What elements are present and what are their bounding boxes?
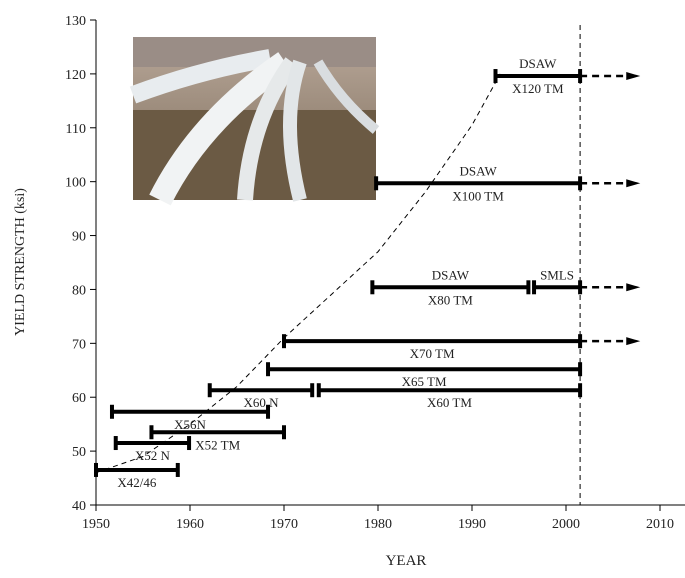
y-tick-label: 110: [66, 122, 86, 137]
bar-label: X65 TM: [402, 374, 447, 389]
x-tick-label: 1990: [458, 517, 486, 532]
y-tick-label: 40: [72, 499, 86, 514]
photo: [129, 37, 380, 206]
x-tick-label: 1970: [270, 517, 298, 532]
bar-label: X60 TM: [427, 395, 472, 410]
bar-top-label: DSAW: [459, 163, 497, 178]
x-tick-label: 1950: [82, 517, 110, 532]
bar-label: X100 TM: [452, 188, 504, 203]
y-tick-label: 50: [72, 445, 86, 460]
arrowhead: [626, 337, 641, 346]
y-axis-label: YIELD STRENGTH (ksi): [13, 188, 28, 336]
arrowhead: [626, 283, 641, 292]
bar-top-label: DSAW: [519, 56, 557, 71]
x-tick-label: 2000: [552, 517, 580, 532]
x-tick-label: 1960: [176, 517, 204, 532]
x-axis-label: YEAR: [386, 553, 427, 569]
bar-label: X60 N: [243, 395, 279, 410]
y-tick-label: 70: [72, 337, 86, 352]
bar-label: X52 TM: [195, 437, 240, 452]
arrowhead: [626, 72, 641, 81]
y-tick-label: 90: [72, 230, 86, 245]
bar-label: X70 TM: [410, 346, 455, 361]
bar-label: X80 TM: [428, 292, 473, 307]
bar-label: X120 TM: [512, 81, 564, 96]
bar-label: X42/46: [117, 475, 157, 490]
bar-top-label: DSAW: [432, 267, 470, 282]
y-tick-label: 60: [72, 391, 86, 406]
bar-label: X56N: [174, 417, 206, 432]
x-tick-label: 2010: [646, 517, 674, 532]
y-tick-label: 120: [65, 68, 86, 83]
y-tick-label: 100: [65, 176, 86, 191]
x-tick-label: 1980: [364, 517, 392, 532]
arrowhead: [626, 179, 641, 188]
trend-curve: [95, 73, 501, 474]
bar-label: X52 N: [135, 448, 171, 463]
bar-top-label: SMLS: [540, 267, 574, 282]
y-tick-label: 80: [72, 283, 86, 298]
y-tick-label: 130: [65, 14, 86, 29]
